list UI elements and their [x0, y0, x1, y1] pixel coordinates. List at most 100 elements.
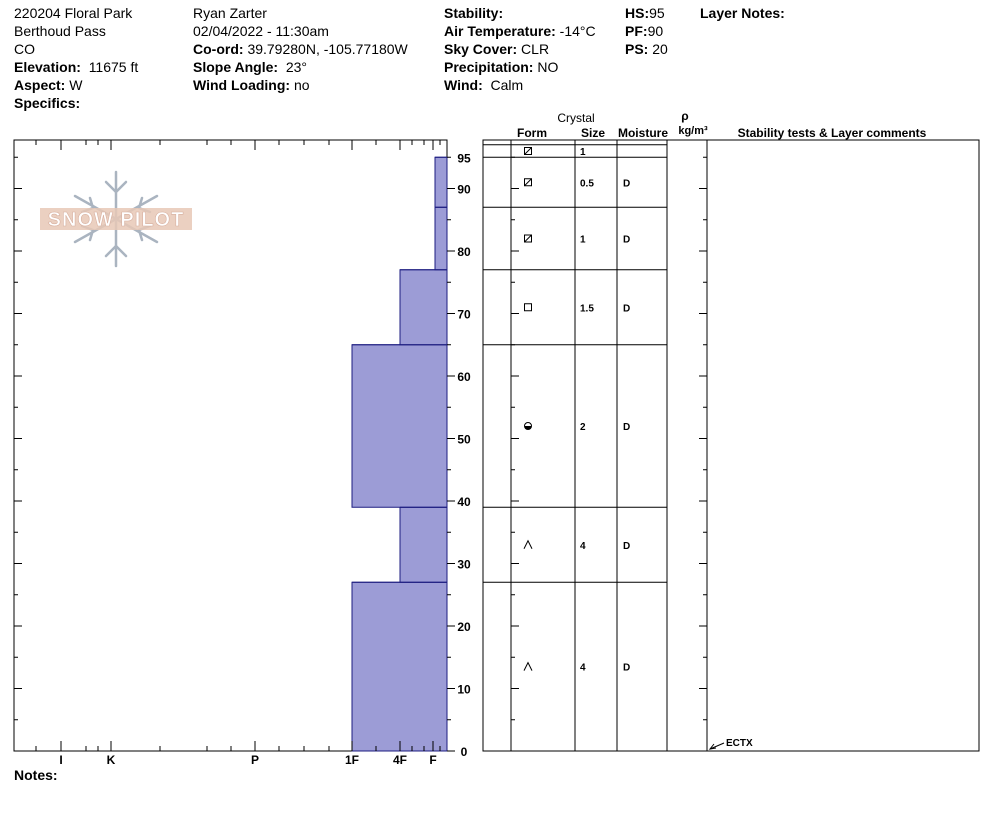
size-header: Size	[581, 126, 605, 140]
air-temp-label: Air Temperature:	[444, 23, 556, 39]
hardness-label: F	[429, 753, 436, 767]
test-arrow	[709, 742, 725, 750]
wind-loading-row: Wind Loading: no	[193, 76, 408, 94]
depth-tick-label: 50	[457, 433, 471, 447]
layer-moisture: D	[623, 422, 630, 433]
rho-header: ρ	[681, 109, 688, 123]
slope-value: 23°	[285, 59, 307, 75]
pf-row: PF:90	[625, 22, 668, 40]
depth-hoar-icon	[523, 661, 533, 671]
test-arrow-head	[708, 743, 717, 750]
decomposing-icon	[524, 234, 532, 243]
pf-value: 90	[647, 23, 664, 39]
pf-label: PF:	[625, 23, 648, 39]
hardness-label: K	[107, 753, 116, 767]
depth-tick-label: 0	[461, 745, 468, 759]
precip-label: Precipitation:	[444, 59, 534, 75]
layer-size: 1.5	[580, 303, 594, 314]
layer-size: 4	[580, 663, 586, 674]
form-header: Form	[517, 126, 547, 140]
location: Berthoud Pass	[14, 23, 106, 39]
ps-value: 20	[652, 41, 668, 57]
header-col1: 220204 Floral Park Berthoud Pass CO Elev…	[14, 4, 138, 112]
stability-row: Stability:	[444, 4, 596, 22]
depth-tick-label: 60	[457, 370, 471, 384]
hardness-label: I	[59, 753, 62, 767]
stability-header: Stability tests & Layer comments	[738, 126, 927, 140]
logo-text: SNOW PILOT	[48, 209, 185, 231]
hardness-label: 1F	[345, 753, 359, 767]
hardness-bar	[434, 206, 448, 271]
depth-tick-label: 40	[457, 495, 471, 509]
elevation-value: 11675 ft	[88, 59, 139, 75]
stability-label: Stability:	[444, 5, 504, 21]
density-unit-header: kg/m³	[678, 125, 708, 137]
hardness-bar	[399, 506, 448, 583]
wind-label: Wind:	[444, 77, 483, 93]
depth-tick-label: 30	[457, 558, 471, 572]
header-col2: Ryan Zarter 02/04/2022 - 11:30am Co-ord:…	[193, 4, 408, 94]
decomposing-icon	[524, 178, 532, 187]
elevation-row: Elevation: 11675 ft	[14, 58, 138, 76]
hardness-bar	[399, 269, 448, 346]
coord-row: Co-ord: 39.79280N, -105.77180W	[193, 40, 408, 58]
header-col3: Stability: Air Temperature: -14°C Sky Co…	[444, 4, 596, 94]
hardness-bar	[351, 581, 448, 752]
aspect-label: Aspect:	[14, 77, 66, 93]
decomposing-icon	[524, 147, 532, 155]
layer-moisture: D	[623, 663, 630, 674]
depth-tick-label: 20	[457, 620, 471, 634]
site-name: 220204 Floral Park	[14, 5, 133, 21]
depth-hoar-icon	[523, 539, 533, 549]
wind-row: Wind: Calm	[444, 76, 596, 94]
layer-notes-label: Layer Notes:	[700, 5, 785, 21]
slope-row: Slope Angle: 23°	[193, 58, 408, 76]
hardness-bar	[351, 344, 448, 508]
rounded-icon	[524, 422, 532, 430]
precip-row: Precipitation: NO	[444, 58, 596, 76]
sky-row: Sky Cover: CLR	[444, 40, 596, 58]
slope-label: Slope Angle:	[193, 59, 279, 75]
sky-label: Sky Cover:	[444, 41, 518, 57]
layer-size: 4	[580, 541, 586, 552]
air-temp-row: Air Temperature: -14°C	[444, 22, 596, 40]
notes-label: Notes:	[14, 767, 58, 783]
depth-tick-label: 90	[457, 183, 471, 197]
state: CO	[14, 41, 35, 57]
aspect-value: W	[69, 77, 83, 93]
air-temp-value: -14°C	[559, 23, 596, 39]
wind-loading-label: Wind Loading:	[193, 77, 291, 93]
precip-value: NO	[537, 59, 559, 75]
layer-size: 0.5	[580, 178, 594, 189]
ps-row: PS: 20	[625, 40, 668, 58]
depth-tick-label: 80	[457, 245, 471, 259]
test-label: ECTX	[726, 738, 753, 749]
layer-size: 1	[580, 235, 586, 246]
moisture-header: Moisture	[618, 126, 668, 140]
elevation-label: Elevation:	[14, 59, 81, 75]
hs-row: HS:95	[625, 4, 668, 22]
hardness-bar	[434, 156, 448, 208]
hardness-label: 4F	[393, 753, 407, 767]
datetime: 02/04/2022 - 11:30am	[193, 23, 329, 39]
table-frame	[482, 139, 980, 752]
ps-label: PS:	[625, 41, 649, 57]
crystal-header: Crystal	[557, 111, 594, 125]
depth-tick-label: 95	[457, 151, 471, 165]
observer: Ryan Zarter	[193, 5, 267, 21]
hardness-label: P	[251, 753, 259, 767]
hs-value: 95	[649, 5, 665, 21]
wind-loading-value: no	[293, 77, 310, 93]
depth-tick-label: 70	[457, 308, 471, 322]
aspect-row: Aspect: W	[14, 76, 138, 94]
specifics-label: Specifics:	[14, 95, 81, 111]
layer-moisture: D	[623, 303, 630, 314]
coord-value: 39.79280N, -105.77180W	[247, 41, 408, 57]
faceted-icon	[524, 303, 532, 312]
header-col4: HS:95 PF:90 PS: 20	[625, 4, 668, 58]
layer-size: 1	[580, 147, 586, 158]
layer-moisture: D	[623, 541, 630, 552]
layer-size: 2	[580, 422, 586, 433]
depth-tick-label: 10	[457, 683, 471, 697]
